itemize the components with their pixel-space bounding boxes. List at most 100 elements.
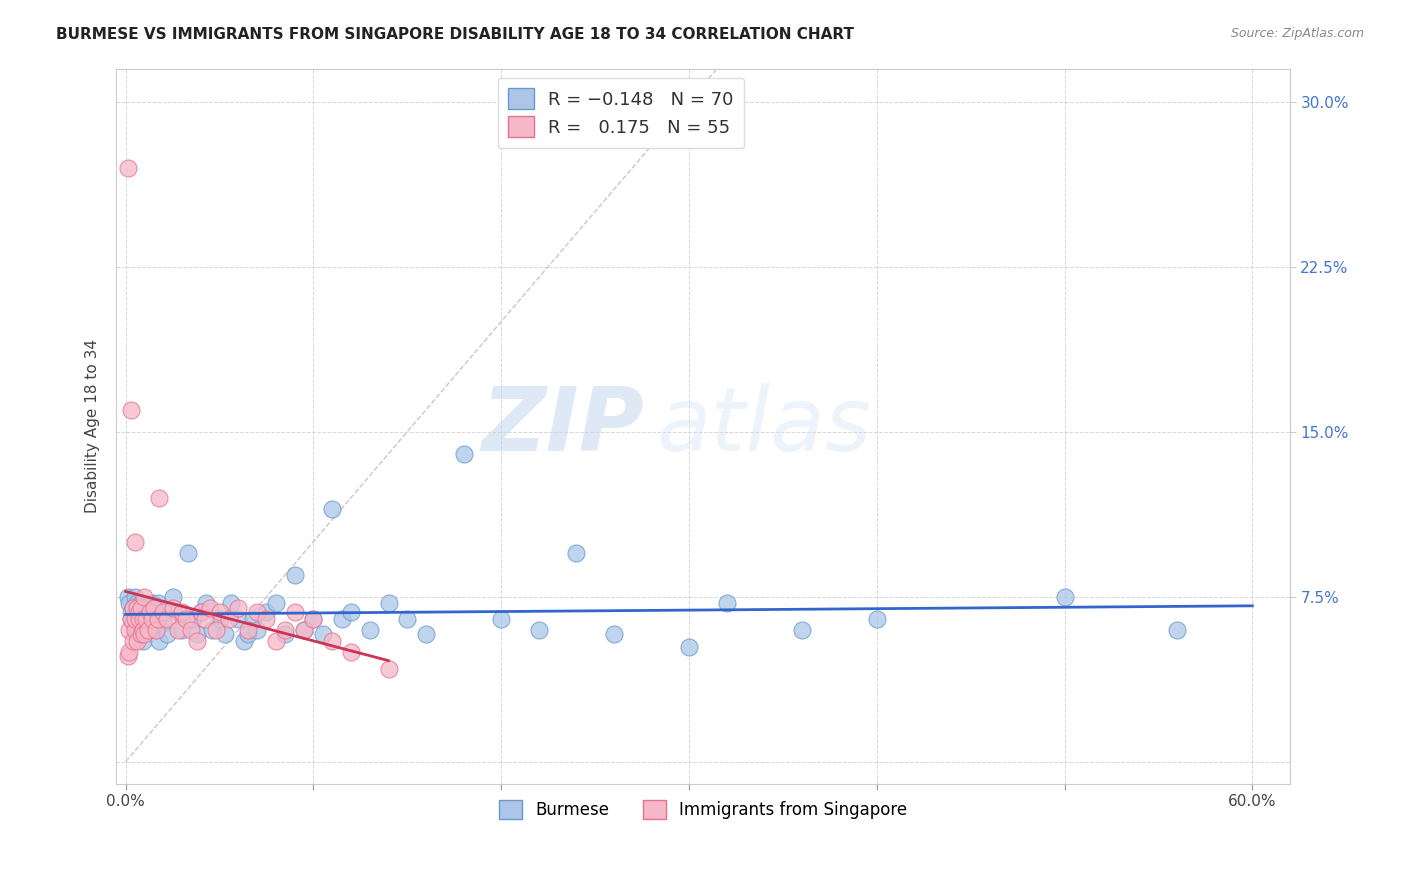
Point bbox=[284, 567, 307, 582]
Point bbox=[120, 612, 142, 626]
Point bbox=[180, 623, 202, 637]
Point bbox=[678, 640, 700, 655]
Text: BURMESE VS IMMIGRANTS FROM SINGAPORE DISABILITY AGE 18 TO 34 CORRELATION CHART: BURMESE VS IMMIGRANTS FROM SINGAPORE DIS… bbox=[56, 27, 855, 42]
Point bbox=[145, 623, 167, 637]
Point bbox=[125, 627, 148, 641]
Point bbox=[125, 600, 148, 615]
Point bbox=[124, 623, 146, 637]
Point bbox=[124, 612, 146, 626]
Point bbox=[139, 623, 162, 637]
Point bbox=[790, 623, 813, 637]
Point bbox=[208, 605, 231, 619]
Point bbox=[148, 633, 170, 648]
Point bbox=[167, 605, 190, 619]
Point bbox=[125, 596, 148, 610]
Point bbox=[117, 590, 139, 604]
Point bbox=[131, 633, 153, 648]
Point bbox=[321, 633, 343, 648]
Point bbox=[264, 596, 287, 610]
Point bbox=[340, 645, 363, 659]
Point bbox=[527, 623, 550, 637]
Point bbox=[120, 402, 142, 417]
Point bbox=[131, 612, 153, 626]
Point bbox=[190, 605, 212, 619]
Point bbox=[274, 627, 297, 641]
Point bbox=[135, 612, 157, 626]
Point bbox=[292, 623, 315, 637]
Point bbox=[330, 612, 353, 626]
Point bbox=[198, 600, 221, 615]
Point bbox=[236, 627, 259, 641]
Point bbox=[134, 627, 156, 641]
Point bbox=[141, 612, 163, 626]
Point bbox=[118, 596, 141, 610]
Point bbox=[152, 605, 174, 619]
Point bbox=[122, 616, 145, 631]
Point bbox=[302, 612, 325, 626]
Y-axis label: Disability Age 18 to 34: Disability Age 18 to 34 bbox=[86, 339, 100, 513]
Point bbox=[167, 623, 190, 637]
Point bbox=[134, 590, 156, 604]
Point bbox=[129, 596, 152, 610]
Point bbox=[186, 633, 208, 648]
Point bbox=[152, 616, 174, 631]
Point bbox=[264, 633, 287, 648]
Point bbox=[122, 600, 145, 615]
Point bbox=[603, 627, 626, 641]
Point bbox=[128, 605, 150, 619]
Point bbox=[146, 596, 169, 610]
Point bbox=[284, 605, 307, 619]
Point bbox=[246, 605, 269, 619]
Point bbox=[377, 596, 399, 610]
Point bbox=[274, 623, 297, 637]
Point bbox=[242, 612, 264, 626]
Point bbox=[190, 605, 212, 619]
Point bbox=[120, 612, 142, 626]
Point bbox=[312, 627, 335, 641]
Point bbox=[236, 623, 259, 637]
Point bbox=[141, 596, 163, 610]
Text: ZIP: ZIP bbox=[482, 383, 644, 469]
Point bbox=[565, 546, 588, 560]
Point bbox=[233, 633, 256, 648]
Point bbox=[162, 600, 184, 615]
Point bbox=[866, 612, 889, 626]
Point bbox=[415, 627, 437, 641]
Point bbox=[1166, 623, 1188, 637]
Point bbox=[145, 623, 167, 637]
Point bbox=[208, 612, 231, 626]
Point bbox=[321, 501, 343, 516]
Point bbox=[1053, 590, 1076, 604]
Point bbox=[128, 605, 150, 619]
Point bbox=[377, 662, 399, 676]
Point bbox=[118, 645, 141, 659]
Legend: Burmese, Immigrants from Singapore: Burmese, Immigrants from Singapore bbox=[492, 793, 914, 825]
Point bbox=[716, 596, 738, 610]
Point bbox=[162, 590, 184, 604]
Point bbox=[396, 612, 419, 626]
Point bbox=[128, 612, 150, 626]
Point bbox=[134, 618, 156, 632]
Point bbox=[156, 612, 179, 626]
Point bbox=[131, 605, 153, 619]
Point bbox=[193, 612, 215, 626]
Point bbox=[201, 623, 224, 637]
Point bbox=[117, 161, 139, 175]
Point bbox=[128, 612, 150, 626]
Point bbox=[453, 447, 475, 461]
Point bbox=[124, 590, 146, 604]
Point bbox=[302, 612, 325, 626]
Point bbox=[122, 600, 145, 615]
Point bbox=[228, 600, 250, 615]
Point bbox=[204, 623, 226, 637]
Point bbox=[136, 605, 159, 619]
Point bbox=[136, 623, 159, 637]
Point bbox=[359, 623, 381, 637]
Point bbox=[142, 612, 165, 626]
Point bbox=[146, 612, 169, 626]
Point bbox=[131, 623, 153, 637]
Point bbox=[340, 605, 363, 619]
Point bbox=[170, 623, 193, 637]
Point bbox=[125, 633, 148, 648]
Point bbox=[246, 623, 269, 637]
